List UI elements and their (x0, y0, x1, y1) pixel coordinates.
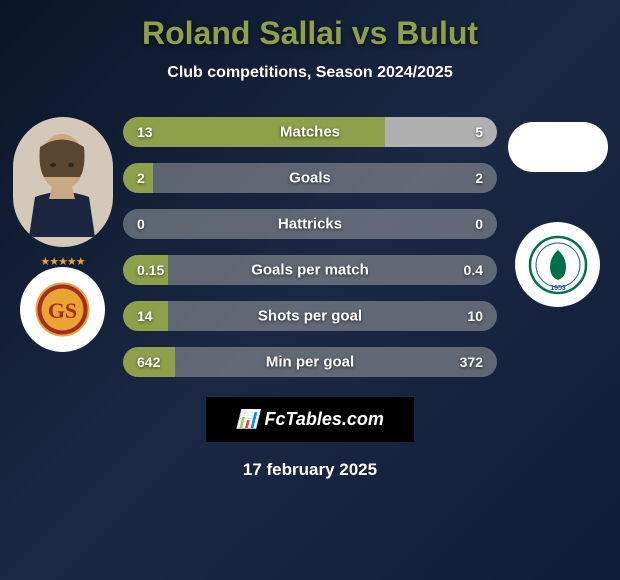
svg-text:GS: GS (48, 298, 77, 323)
stat-value-left: 642 (137, 354, 160, 370)
galatasaray-logo-icon: GS (35, 282, 90, 337)
comparison-container: Roland Sallai vs Bulut Club competitions… (0, 0, 620, 495)
stat-row: 0.15 0.4 Goals per match (123, 255, 497, 285)
stat-label: Hattricks (278, 216, 342, 233)
date-text: 17 february 2025 (10, 460, 610, 480)
stat-value-right: 5 (475, 124, 483, 140)
stat-value-left: 2 (137, 170, 145, 186)
player-right-column: 1953 (505, 112, 610, 307)
content-row: ★★★★★ GS 13 5 Matches 2 2 Goals 0 0 Hattricks 0.1… (10, 112, 610, 377)
brand-badge: 📊 FcTables.com (206, 397, 414, 442)
player-right-photo (508, 122, 608, 172)
page-title: Roland Sallai vs Bulut (10, 15, 610, 52)
stat-value-right: 10 (467, 308, 483, 324)
stat-value-left: 13 (137, 124, 153, 140)
stat-value-right: 0 (475, 216, 483, 232)
stat-row: 13 5 Matches (123, 117, 497, 147)
stat-value-right: 0.4 (464, 262, 483, 278)
stat-label: Goals per match (251, 262, 369, 279)
stat-label: Min per goal (266, 354, 354, 371)
club-right-badge: 1953 (515, 222, 600, 307)
stat-label: Matches (280, 124, 340, 141)
stat-row: 14 10 Shots per goal (123, 301, 497, 331)
stat-value-left: 0 (137, 216, 145, 232)
bar-left (123, 117, 385, 147)
player-left-column: ★★★★★ GS (10, 112, 115, 352)
stat-row: 0 0 Hattricks (123, 209, 497, 239)
stat-label: Goals (289, 170, 331, 187)
stars-icon: ★★★★★ (40, 255, 84, 268)
player-left-photo (13, 117, 113, 247)
stat-value-left: 14 (137, 308, 153, 324)
stat-row: 642 372 Min per goal (123, 347, 497, 377)
stat-label: Shots per goal (258, 308, 362, 325)
stats-column: 13 5 Matches 2 2 Goals 0 0 Hattricks 0.15 0.4 Goals… (123, 112, 497, 377)
stat-value-right: 372 (460, 354, 483, 370)
stat-value-left: 0.15 (137, 262, 164, 278)
stat-row: 2 2 Goals (123, 163, 497, 193)
chart-icon: 📊 (236, 409, 258, 429)
svg-text:1953: 1953 (550, 285, 566, 292)
rizespor-logo-icon: 1953 (528, 235, 588, 295)
subtitle: Club competitions, Season 2024/2025 (10, 64, 610, 82)
player-silhouette-icon (20, 127, 105, 237)
brand-text: FcTables.com (265, 409, 384, 429)
stat-value-right: 2 (475, 170, 483, 186)
footer: 📊 FcTables.com 17 february 2025 (10, 397, 610, 480)
club-left-badge: ★★★★★ GS (20, 267, 105, 352)
